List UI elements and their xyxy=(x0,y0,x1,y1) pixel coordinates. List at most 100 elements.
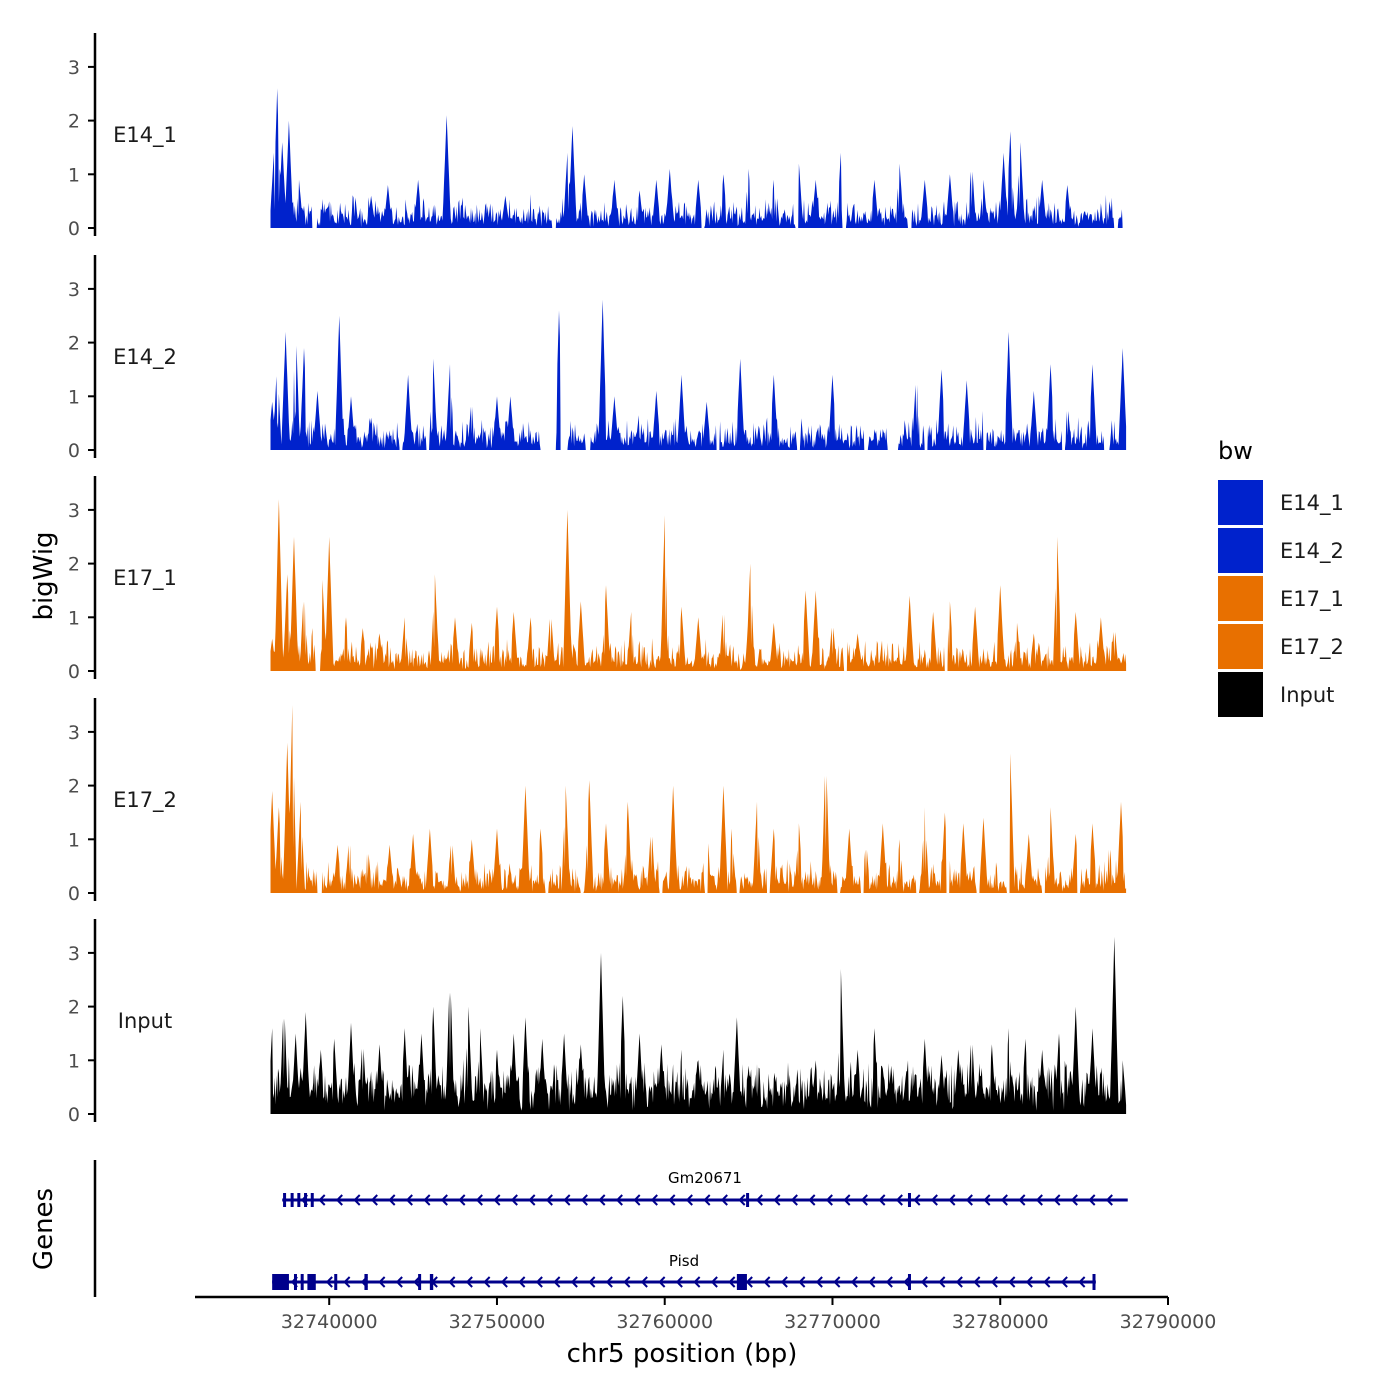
legend-label: Input xyxy=(1280,683,1334,707)
strand-arrow xyxy=(983,1194,991,1206)
y-tick-label: 2 xyxy=(68,333,80,355)
coverage-gap xyxy=(716,255,720,451)
legend-key-e17-1 xyxy=(1218,576,1263,621)
coverage-gap xyxy=(1122,33,1127,229)
legend: bw E14_1 E14_2 E17_1 E17_2 Input xyxy=(1218,437,1344,717)
coverage-gap xyxy=(560,255,568,451)
exon xyxy=(283,1193,287,1207)
y-tick-label: 1 xyxy=(68,1050,80,1072)
exon xyxy=(418,1274,422,1290)
track-label: E17_1 xyxy=(113,566,177,591)
strand-arrow xyxy=(773,1194,781,1206)
strand-arrow xyxy=(545,1194,553,1206)
strand-arrow xyxy=(1018,1194,1026,1206)
track-label: Input xyxy=(118,1009,172,1033)
strand-arrow xyxy=(528,1194,536,1206)
coverage-gap xyxy=(1006,698,1010,894)
legend-title: bw xyxy=(1218,437,1253,465)
strand-arrow xyxy=(728,1276,736,1288)
track-panel-input: 0 1 2 3 Input xyxy=(68,919,1127,1126)
exon xyxy=(746,1193,750,1207)
strand-arrow xyxy=(465,1276,473,1288)
legend-label: E17_1 xyxy=(1280,587,1344,612)
strand-arrow xyxy=(938,1276,946,1288)
track-label: E17_2 xyxy=(113,788,177,813)
coverage-gap xyxy=(797,255,800,451)
track-label: E14_1 xyxy=(113,123,177,148)
strand-arrow xyxy=(395,1276,403,1288)
coverage-gap xyxy=(540,255,556,451)
strand-arrow xyxy=(1060,1276,1068,1288)
gene-pisd: Pisd xyxy=(272,1252,1096,1290)
strand-arrow xyxy=(798,1276,806,1288)
strand-arrow xyxy=(808,1194,816,1206)
strand-arrow xyxy=(623,1276,631,1288)
strand-arrow xyxy=(1035,1194,1043,1206)
y-tick-label: 0 xyxy=(68,440,80,462)
coverage-gap xyxy=(545,698,549,894)
exon xyxy=(293,1274,297,1290)
coverage-area xyxy=(270,299,1127,450)
coverage-gap xyxy=(1077,698,1080,894)
track-panels: 0 1 2 3 E14_1 0 1 2 3 E14_2 0 1 2 3 E17_1 0 1 2 3 E17_2 0 1 2 3… xyxy=(68,33,1127,1126)
legend-key-e17-2 xyxy=(1218,624,1263,669)
strand-arrow xyxy=(325,1276,333,1288)
x-axis: 32740000 32750000 32760000 32770000 32780000… xyxy=(195,1295,1216,1333)
coverage-gap xyxy=(907,33,912,229)
genes-axis-title: Genes xyxy=(29,1188,59,1270)
exon xyxy=(307,1274,316,1290)
strand-arrow xyxy=(500,1276,508,1288)
strand-arrow xyxy=(370,1194,378,1206)
strand-arrow xyxy=(563,1194,571,1206)
track-panel-e17-1: 0 1 2 3 E17_1 xyxy=(68,476,1127,683)
y-tick-label: 1 xyxy=(68,607,80,629)
strand-arrow xyxy=(1008,1276,1016,1288)
exon xyxy=(1092,1274,1096,1290)
strand-arrow xyxy=(475,1194,483,1206)
strand-arrow xyxy=(343,1276,351,1288)
strand-arrow xyxy=(598,1194,606,1206)
strand-arrow xyxy=(1070,1194,1078,1206)
coverage-gap xyxy=(887,255,898,451)
strand-arrow xyxy=(493,1194,501,1206)
strand-arrow xyxy=(1088,1194,1096,1206)
strand-arrow xyxy=(675,1276,683,1288)
coverage-gap xyxy=(399,255,403,451)
coverage-gap xyxy=(1104,255,1110,451)
strand-arrow xyxy=(448,1276,456,1288)
exon xyxy=(310,1193,314,1207)
y-tick-label: 1 xyxy=(68,386,80,408)
strand-arrow xyxy=(335,1194,343,1206)
strand-arrow xyxy=(378,1276,386,1288)
coverage-gap xyxy=(1114,33,1118,229)
strand-arrow xyxy=(913,1194,921,1206)
strand-arrow xyxy=(843,1194,851,1206)
strand-arrow xyxy=(650,1194,658,1206)
y-tick-label: 2 xyxy=(68,776,80,798)
coverage-gap xyxy=(426,255,430,451)
strand-arrow xyxy=(633,1194,641,1206)
y-tick-label: 3 xyxy=(68,500,80,522)
strand-arrow xyxy=(1053,1194,1061,1206)
strand-arrow xyxy=(535,1276,543,1288)
coverage-gap xyxy=(1062,255,1065,451)
strand-arrow xyxy=(668,1194,676,1206)
legend-key-e14-2 xyxy=(1218,528,1263,573)
coverage-gap xyxy=(312,33,317,229)
x-tick-label: 32780000 xyxy=(952,1311,1049,1333)
strand-arrow xyxy=(710,1276,718,1288)
coverage-gap xyxy=(944,476,948,672)
y-tick-label: 3 xyxy=(68,943,80,965)
coverage-gap xyxy=(767,698,770,894)
coverage-gap xyxy=(795,33,799,229)
coverage-area xyxy=(270,936,1127,1114)
exon xyxy=(304,1193,308,1207)
exon xyxy=(334,1274,338,1290)
legend-label: E14_2 xyxy=(1280,539,1344,564)
strand-arrow xyxy=(720,1194,728,1206)
strand-arrow xyxy=(318,1194,326,1206)
strand-arrow xyxy=(885,1276,893,1288)
coverage-area xyxy=(270,499,1127,671)
coverage-gap xyxy=(585,255,591,451)
coverage-gap xyxy=(580,698,584,894)
